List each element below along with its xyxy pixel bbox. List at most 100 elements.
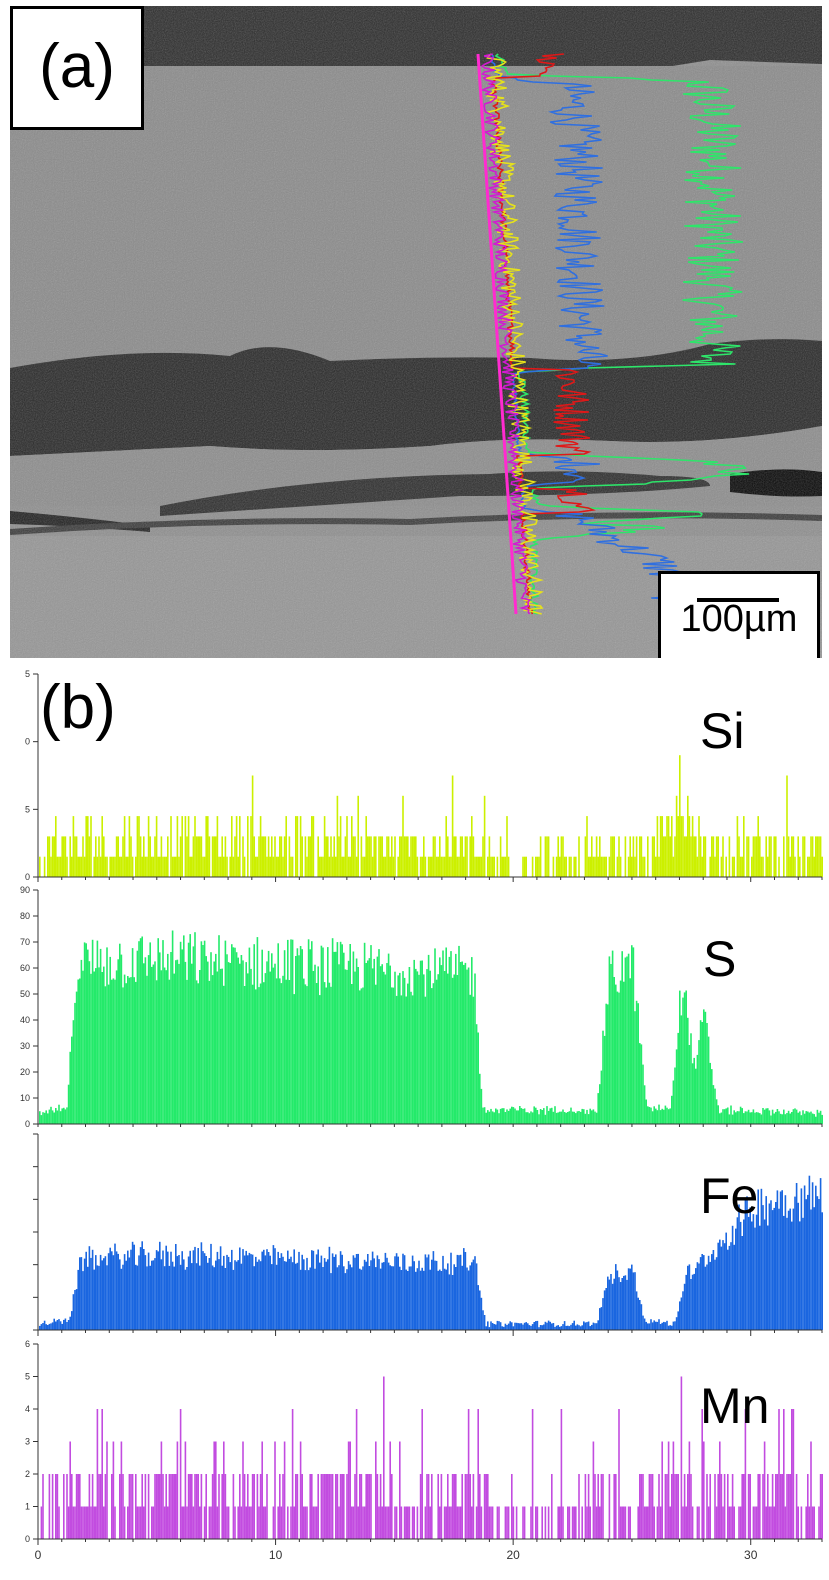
data-bar — [487, 856, 489, 877]
data-bar — [488, 1327, 491, 1330]
data-bar — [231, 944, 233, 1124]
element-label: Si — [700, 703, 745, 759]
data-bar — [743, 1113, 745, 1124]
data-bar — [152, 1506, 155, 1539]
data-bar — [195, 1474, 198, 1539]
data-bar — [95, 836, 97, 877]
data-bar — [261, 836, 263, 877]
data-bar — [242, 836, 244, 877]
data-bar — [248, 1506, 251, 1539]
data-bar — [411, 836, 414, 877]
data-bar — [170, 1474, 172, 1539]
data-bar — [131, 1474, 134, 1539]
data-bar — [744, 1111, 747, 1124]
data-bar — [48, 836, 51, 877]
data-bar — [237, 856, 239, 877]
data-bar — [658, 1474, 660, 1539]
data-bar — [383, 856, 385, 877]
data-bar — [435, 856, 438, 877]
data-bar — [615, 984, 617, 1124]
data-bar — [173, 1266, 175, 1330]
data-bar — [123, 1506, 126, 1539]
data-bar — [307, 939, 310, 1124]
data-bar — [483, 1107, 486, 1124]
data-bar — [135, 981, 137, 1124]
data-bar — [666, 1107, 668, 1124]
data-bar — [251, 775, 254, 877]
data-bar — [725, 856, 727, 877]
data-bar — [251, 1254, 254, 1330]
scale-bar-line — [697, 598, 779, 602]
data-bar — [184, 1441, 187, 1539]
data-bar — [122, 1264, 124, 1330]
data-bar — [223, 985, 225, 1124]
data-bar — [157, 1474, 159, 1539]
data-bar — [253, 836, 255, 877]
data-bar — [464, 1474, 467, 1539]
data-bar — [357, 795, 359, 877]
data-bar — [615, 1264, 617, 1330]
data-bar — [106, 856, 108, 877]
data-bar — [773, 836, 775, 877]
data-bar — [723, 1243, 726, 1330]
data-bar — [157, 1251, 159, 1330]
data-bar — [816, 1196, 819, 1330]
data-bar — [143, 963, 145, 1124]
data-bar — [135, 1264, 137, 1330]
data-bar — [419, 1474, 422, 1539]
data-bar — [779, 1474, 782, 1539]
data-bar — [608, 1279, 611, 1330]
data-bar — [674, 1474, 676, 1539]
data-bar — [128, 977, 131, 1124]
data-bar — [61, 1323, 63, 1330]
data-bar — [295, 956, 297, 1124]
data-bar — [203, 1253, 206, 1330]
data-bar — [755, 1214, 758, 1330]
data-bar — [808, 1506, 811, 1539]
data-bar — [653, 836, 655, 877]
data-bar — [690, 1033, 692, 1124]
data-bar — [619, 1506, 622, 1539]
data-bar — [491, 1111, 494, 1124]
data-bar — [162, 1250, 164, 1330]
data-bar — [111, 979, 113, 1124]
data-bar — [727, 1107, 729, 1124]
data-bar — [227, 1256, 230, 1330]
data-bar — [280, 836, 283, 877]
data-bar — [563, 856, 566, 877]
data-bar — [251, 1474, 254, 1539]
data-bar — [802, 1217, 804, 1330]
data-bar — [536, 1506, 539, 1539]
data-bar — [672, 1441, 675, 1539]
data-bar — [245, 962, 247, 1124]
data-bar — [759, 1225, 761, 1330]
data-bar — [472, 836, 475, 877]
data-bar — [103, 1506, 105, 1539]
data-bar — [680, 1376, 683, 1539]
data-bar — [168, 979, 171, 1124]
data-bar — [629, 836, 631, 877]
data-bar — [507, 856, 510, 877]
data-bar — [671, 1325, 673, 1330]
data-bar — [408, 856, 411, 877]
data-bar — [133, 1244, 135, 1330]
data-bar — [306, 856, 308, 877]
data-bar — [237, 1506, 239, 1539]
data-bar — [605, 856, 607, 877]
data-bar — [779, 1191, 782, 1330]
data-bar — [194, 1474, 196, 1539]
data-bar — [528, 1113, 531, 1124]
data-bar — [463, 856, 465, 877]
data-bar — [661, 816, 663, 877]
data-bar — [47, 1325, 49, 1330]
data-bar — [509, 1321, 511, 1330]
data-bar — [74, 1290, 76, 1330]
data-bar — [125, 983, 127, 1124]
data-bar — [605, 1288, 607, 1330]
data-bar — [499, 1108, 502, 1124]
data-bar — [274, 1248, 276, 1330]
data-bar — [162, 1474, 164, 1539]
data-bar — [61, 836, 63, 877]
data-bar — [463, 1248, 465, 1330]
data-bar — [411, 1255, 414, 1330]
